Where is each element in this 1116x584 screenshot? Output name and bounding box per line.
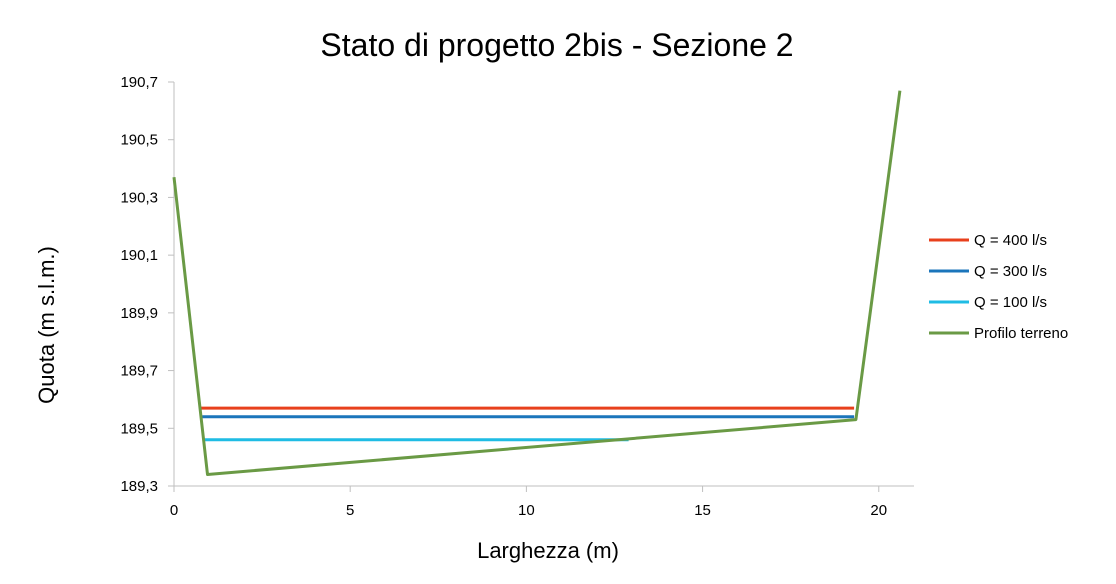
legend-label: Profilo terreno bbox=[974, 325, 1068, 342]
legend-label: Q = 400 l/s bbox=[974, 232, 1047, 249]
y-axis-title: Quota (m s.l.m.) bbox=[34, 246, 59, 404]
y-tick-label: 189,3 bbox=[120, 478, 158, 495]
chart-title: Stato di progetto 2bis - Sezione 2 bbox=[320, 27, 793, 63]
x-tick-label: 5 bbox=[346, 502, 354, 519]
y-tick-label: 190,1 bbox=[120, 247, 158, 264]
y-tick-label: 189,9 bbox=[120, 305, 158, 322]
x-axis-title: Larghezza (m) bbox=[477, 538, 619, 563]
plot-area: 189,3 189,5 189,7 189,9 190,1 190,3 190,5 190,7… bbox=[120, 74, 914, 519]
y-tick-label: 189,7 bbox=[120, 363, 158, 380]
x-tick-label: 10 bbox=[518, 502, 535, 519]
y-tick-label: 189,5 bbox=[120, 420, 158, 437]
x-tick-label: 0 bbox=[170, 502, 178, 519]
y-tick-label: 190,7 bbox=[120, 74, 158, 91]
legend: Q = 400 l/s Q = 300 l/s Q = 100 l/s Profilo… bbox=[929, 232, 1068, 342]
x-tick-label: 15 bbox=[694, 502, 711, 519]
y-tick-label: 190,3 bbox=[120, 189, 158, 206]
x-tick-label: 20 bbox=[870, 502, 887, 519]
legend-label: Q = 100 l/s bbox=[974, 294, 1047, 311]
legend-label: Q = 300 l/s bbox=[974, 263, 1047, 280]
y-tick-label: 190,5 bbox=[120, 132, 158, 149]
